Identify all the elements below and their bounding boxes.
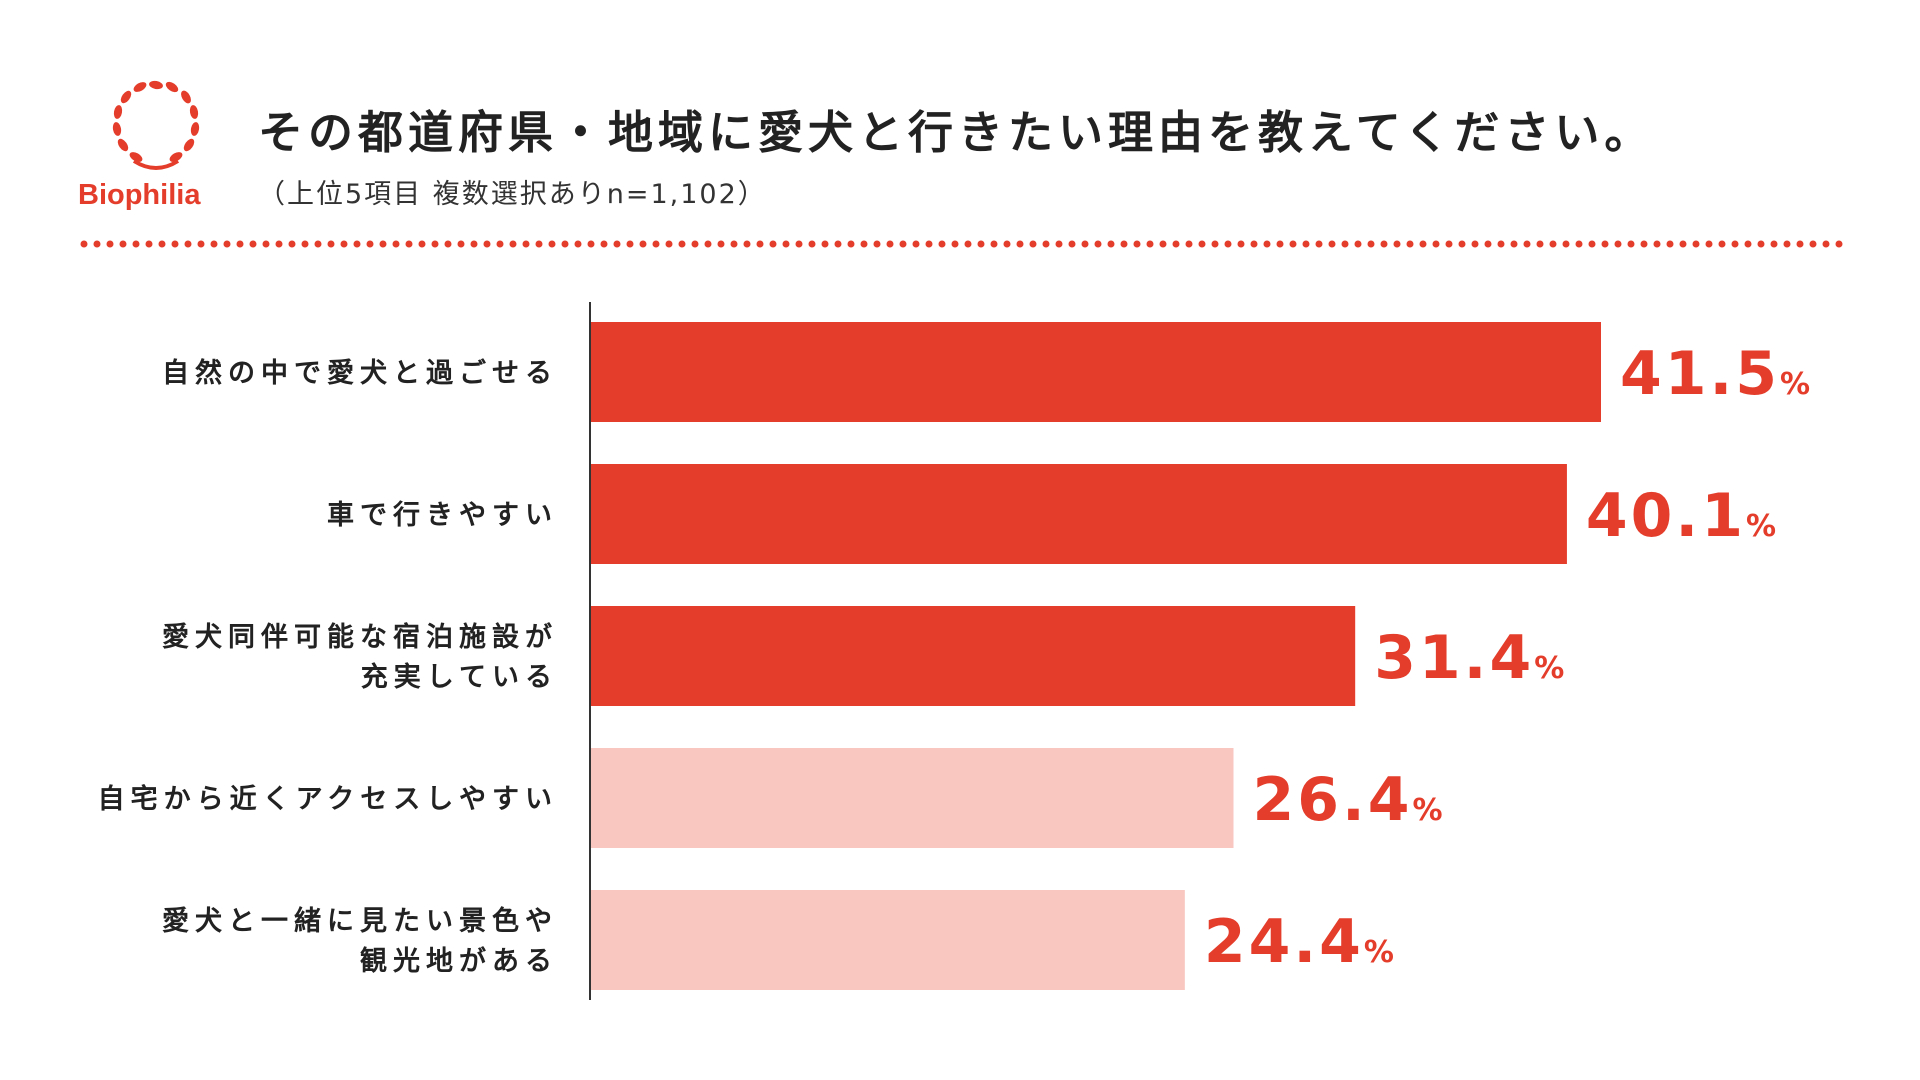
page-subtitle: （上位5項目 複数選択ありn=1,102） [258, 179, 767, 210]
bar-5 [591, 890, 1185, 990]
value-label-1: 41.5% [1620, 339, 1813, 409]
bar-4 [591, 748, 1234, 848]
category-label-3-line-1: 愛犬同伴可能な宿泊施設が [162, 621, 558, 653]
bar-2 [591, 464, 1567, 564]
category-label-5-line-2: 観光地がある [360, 945, 558, 977]
value-label-3: 31.4% [1374, 623, 1567, 693]
value-unit-5: % [1364, 935, 1397, 970]
value-unit-1: % [1780, 367, 1813, 402]
logo-text: Biophilia [78, 179, 201, 211]
bar-chart: 自然の中で愛犬と過ごせる 41.5% 車で行きやすい 40.1% 愛犬同伴可能な宿泊施設… [0, 290, 1920, 1010]
category-label-2: 車で行きやすい [327, 499, 558, 531]
category-label-1: 自然の中で愛犬と過ごせる [162, 357, 558, 389]
category-label-5-line-1: 愛犬と一緒に見たい景色や [162, 905, 558, 937]
bar-chart-svg: 自然の中で愛犬と過ごせる 41.5% 車で行きやすい 40.1% 愛犬同伴可能な宿泊施設… [98, 302, 1813, 1000]
biophilia-logo: Biophilia [78, 75, 238, 215]
header: Biophilia その都道府県・地域に愛犬と行きたい理由を教えてください。 （… [0, 0, 1920, 260]
bar-3 [591, 606, 1356, 706]
category-label-4: 自宅から近くアクセスしやすい [98, 783, 558, 815]
category-label-3-line-2: 充実している [361, 661, 558, 693]
value-label-4: 26.4% [1253, 765, 1446, 835]
dotted-divider [80, 240, 1850, 248]
laurel-wreath-icon [112, 80, 200, 170]
value-unit-2: % [1746, 509, 1779, 544]
bar-1 [591, 322, 1601, 422]
value-unit-3: % [1534, 651, 1567, 686]
value-unit-4: % [1413, 793, 1446, 828]
value-label-2: 40.1% [1586, 481, 1779, 551]
value-label-5: 24.4% [1204, 907, 1397, 977]
page-title: その都道府県・地域に愛犬と行きたい理由を教えてください。 [258, 106, 1655, 159]
